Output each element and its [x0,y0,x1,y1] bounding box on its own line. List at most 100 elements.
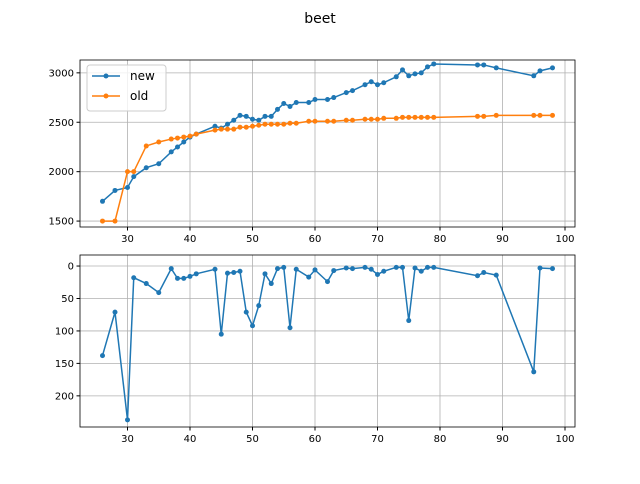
data-point-new [243,113,249,119]
data-point-difference [268,281,274,287]
data-point-difference [493,272,499,278]
data-point-new [493,65,499,71]
data-point-difference [343,265,349,271]
data-point-old [156,139,162,145]
data-point-new [343,90,349,96]
data-point-difference [475,273,480,279]
data-point-old [475,113,480,119]
axes-1: 30 40 50 60 70 80 90 100 1500 2000 2500 3000 new old [49,59,576,245]
data-point-new [168,149,174,155]
data-point-old [418,114,424,120]
data-point-old [112,218,118,224]
data-point-old [181,134,187,140]
y-tick-label: 150 [55,359,74,370]
series-old [100,112,555,224]
y-tick-label: 100 [55,326,74,337]
data-point-old [493,112,499,118]
data-point-difference [362,264,368,270]
data-point-difference [225,270,230,276]
data-point-old [375,116,380,122]
data-point-new [350,88,355,94]
legend: new old [86,64,167,112]
data-point-new [550,65,555,71]
data-point-difference [431,264,437,270]
data-point-old [312,118,318,124]
data-point-old [225,126,230,132]
data-point-difference [187,273,193,279]
data-point-difference [175,275,180,281]
data-point-new [406,73,412,79]
data-point-new [531,73,537,79]
data-point-old [100,218,105,224]
x-tick-label: 70 [371,434,384,445]
legend-label-old: old [130,89,148,103]
y-tick-label: 2000 [49,167,74,178]
data-point-difference [481,270,487,276]
data-point-difference [275,266,280,272]
data-point-new [381,80,387,86]
data-point-old [281,121,287,127]
data-point-old [218,126,224,132]
x-tick-label: 60 [309,234,322,245]
data-point-old [550,112,555,118]
axes-frame [79,59,576,228]
data-point-difference [531,369,537,375]
data-point-old [343,117,349,123]
data-point-new [425,64,430,70]
data-point-old [331,118,337,124]
data-point-difference [425,264,430,270]
data-point-difference [100,353,105,359]
data-point-old [293,120,299,126]
data-point-new [400,67,405,73]
data-point-difference [131,275,137,281]
y-tick-label: 2500 [49,118,74,129]
series-line-old [102,114,553,222]
data-point-new [287,103,293,109]
data-point-new [362,82,368,88]
y-tick-label: 3000 [49,68,74,79]
legend-label-new: new [130,69,155,83]
data-point-new [143,165,149,171]
data-point-old [412,114,418,120]
data-point-new [131,174,137,180]
data-point-difference [262,271,268,277]
data-point-new [412,71,418,77]
data-point-new [237,112,243,118]
data-point-difference [181,275,187,281]
x-tick-label: 90 [496,434,509,445]
data-point-difference [375,271,380,277]
data-point-old [275,121,280,127]
data-point-old [381,115,387,121]
data-point-difference [112,309,118,315]
data-point-old [306,118,312,124]
data-point-new [281,100,287,106]
x-tick-label: 40 [184,434,197,445]
data-point-difference [306,274,312,280]
data-point-difference [368,266,374,272]
x-tick-label: 30 [121,434,134,445]
data-point-old [187,133,193,139]
data-point-old [193,131,199,137]
data-point-new [268,113,274,119]
data-point-old [243,124,249,130]
data-point-difference [400,264,405,270]
data-point-old [125,169,130,175]
data-point-new [275,106,280,112]
data-point-new [175,144,180,150]
data-point-new [225,121,230,127]
data-point-old [393,115,399,121]
data-point-new [262,113,268,119]
data-point-new [231,117,237,123]
data-point-new [181,139,187,145]
data-point-new [100,198,105,204]
axes-frame [79,254,576,428]
data-point-old [256,122,262,128]
x-tick-label: 90 [496,234,509,245]
x-tick-label: 60 [309,434,322,445]
data-point-old [231,126,237,132]
data-point-difference [168,266,174,272]
data-point-old [262,121,268,127]
data-point-difference [193,271,199,277]
data-point-old [531,112,537,118]
